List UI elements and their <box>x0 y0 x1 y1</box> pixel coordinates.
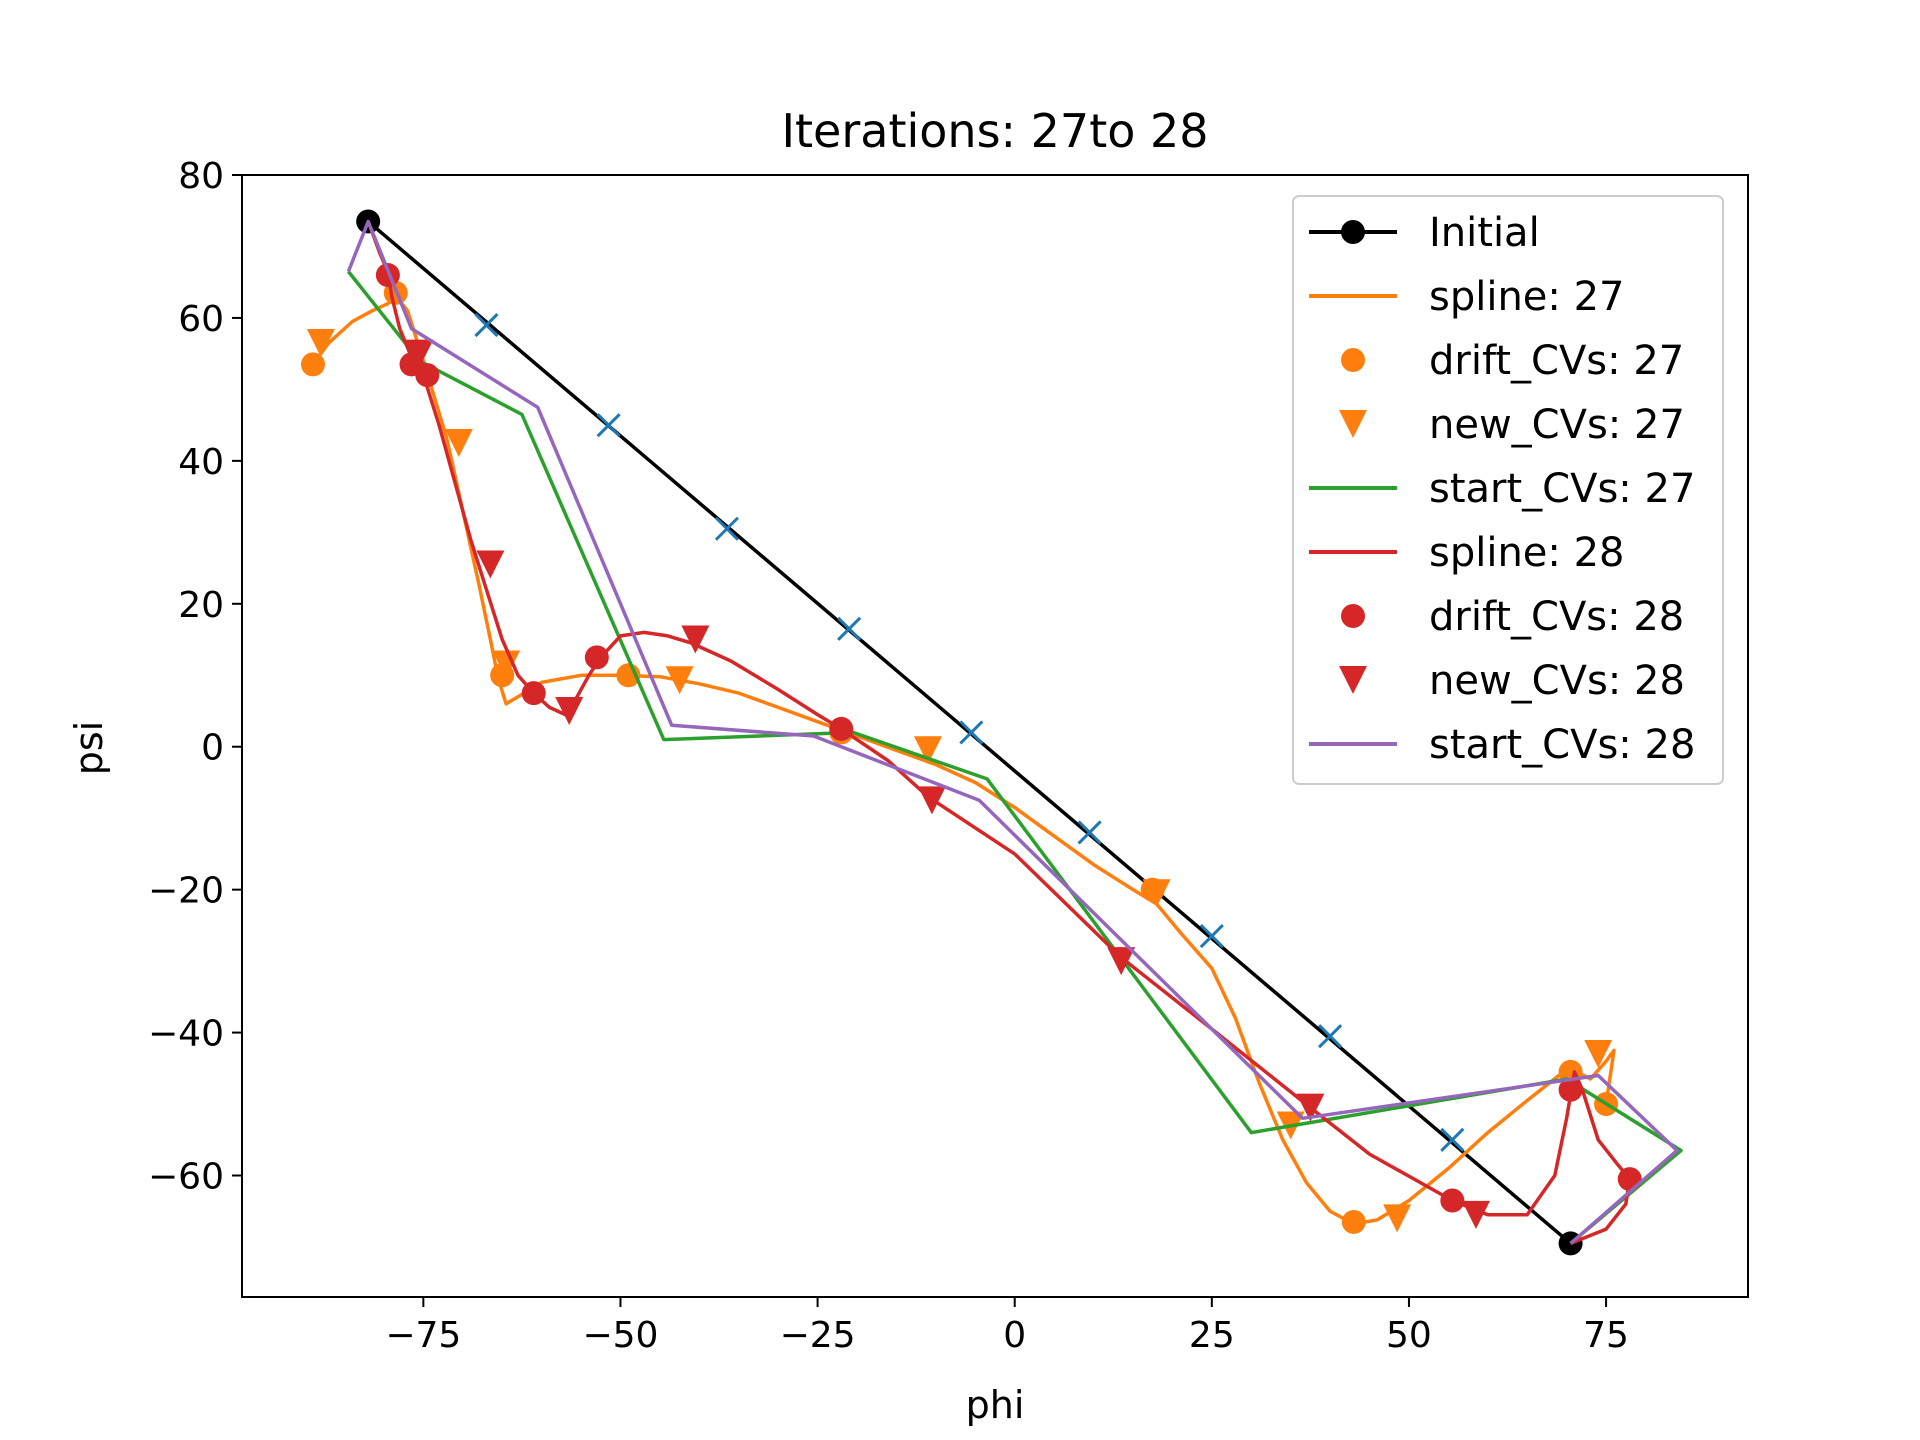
chart-title: Iterations: 27to 28 <box>781 104 1208 158</box>
x-tick-label: −75 <box>385 1315 461 1356</box>
series-new-cvs-27-point <box>1142 879 1171 908</box>
series-new-cvs-27-point <box>1383 1204 1412 1233</box>
series-spline-27-line <box>311 294 1616 1226</box>
legend-start-cvs-27-label: start_CVs: 27 <box>1429 466 1695 512</box>
series-drift-cvs-28-point <box>1558 1077 1583 1102</box>
plot-frame <box>241 174 1749 1298</box>
legend-drift-cvs-28-swatch-marker <box>1341 604 1365 628</box>
series-new-cvs-28-point <box>555 696 584 725</box>
legend-spline-28-label: spline: 28 <box>1429 530 1625 576</box>
series-new-cvs-28-point <box>1107 947 1136 976</box>
series-start-cvs-28 <box>346 219 1679 1245</box>
series-cross-markers-1-point <box>1077 820 1102 845</box>
y-axis-label: psi <box>67 721 111 775</box>
x-tick-label: 25 <box>1189 1315 1235 1356</box>
series-cross-markers-1-point <box>837 616 862 641</box>
series-cross-markers-1-point <box>714 516 739 541</box>
legend-drift-cvs-28-label: drift_CVs: 28 <box>1429 594 1684 640</box>
series-drift-cvs-28-point <box>415 363 440 388</box>
series-cross-markers-1 <box>474 313 1465 1152</box>
series-new-cvs-28-point <box>405 339 434 368</box>
series-drift-cvs-28-point <box>521 681 546 706</box>
x-tick-label: 75 <box>1583 1315 1629 1356</box>
series-new-cvs-27-point <box>306 328 335 357</box>
legend: Initial spline: 27 drift_CVs: 27 new_CVs: 2… <box>1292 195 1724 785</box>
series-new-cvs-27-point <box>492 650 521 679</box>
series-start-cvs-27 <box>347 270 1683 1245</box>
x-axis-label: phi <box>966 1383 1025 1427</box>
legend-spline-27-label: spline: 27 <box>1429 274 1625 320</box>
legend-initial-swatch-marker <box>1341 220 1365 244</box>
series-new-cvs-27-point <box>444 428 473 457</box>
y-tick-label: −20 <box>148 871 224 912</box>
x-axis-ticks: −75 −50 −25 0 25 50 75 <box>385 1297 1629 1356</box>
x-tick-label: 0 <box>1003 1315 1026 1356</box>
series-drift-cvs-27-point <box>300 352 325 377</box>
series-new-cvs-27-point <box>665 666 694 695</box>
series-cross-markers-1-point <box>596 413 621 438</box>
series-start-cvs-28-line <box>346 219 1679 1245</box>
legend-new-cvs-28-label: new_CVs: 28 <box>1429 658 1685 704</box>
x-tick-label: −25 <box>780 1315 856 1356</box>
series-cross-markers-1-point <box>1318 1024 1343 1049</box>
y-tick-label: −60 <box>148 1157 224 1198</box>
y-tick-label: 40 <box>178 442 224 483</box>
series-cross-markers-1-point <box>959 720 984 745</box>
series-start-cvs-27-line <box>347 270 1683 1245</box>
legend-new-cvs-27-label: new_CVs: 27 <box>1429 402 1685 448</box>
y-tick-label: −40 <box>148 1014 224 1055</box>
legend-new-cvs-27-swatch-marker <box>1339 410 1367 438</box>
series-drift-cvs-28-point <box>584 645 609 670</box>
legend-start-cvs-28-label: start_CVs: 28 <box>1429 722 1695 768</box>
series-new-cvs-28-point <box>681 625 710 654</box>
y-axis-ticks: −60 −40 −20 0 20 40 60 80 <box>148 156 242 1198</box>
series-new-cvs-27-point <box>913 736 942 765</box>
series-drift-cvs-28-point <box>829 716 854 741</box>
series-drift-cvs-28 <box>375 263 1642 1213</box>
series-cross-markers-1-point <box>1440 1127 1465 1152</box>
series-cross-markers-1-point <box>1199 924 1224 949</box>
series-new-cvs-28 <box>405 339 1490 1229</box>
series-new-cvs-28-point <box>917 786 946 815</box>
y-tick-label: 0 <box>201 728 224 769</box>
legend-drift-cvs-27-label: drift_CVs: 27 <box>1429 338 1684 384</box>
plot-area <box>241 174 1749 1298</box>
series-drift-cvs-28-point <box>1617 1167 1642 1192</box>
legend-drift-cvs-27-swatch-marker <box>1341 348 1365 372</box>
series-spline-28 <box>366 220 1632 1246</box>
series-cross-markers-1-point <box>474 313 499 338</box>
y-tick-label: 80 <box>178 156 224 197</box>
x-tick-label: 50 <box>1386 1315 1432 1356</box>
y-tick-label: 20 <box>178 585 224 626</box>
series-new-cvs-28-point <box>476 550 505 579</box>
legend-box <box>1292 195 1724 785</box>
series-new-cvs-28-point <box>1461 1200 1490 1229</box>
x-tick-label: −50 <box>582 1315 658 1356</box>
series-drift-cvs-28-point <box>1440 1188 1465 1213</box>
legend-new-cvs-28-swatch-marker <box>1339 666 1367 694</box>
series-drift-cvs-27-point <box>1341 1209 1366 1234</box>
series-spline-27 <box>311 294 1616 1226</box>
series-spline-28-line <box>366 220 1632 1246</box>
series-new-cvs-28-point <box>1296 1093 1325 1122</box>
legend-initial-label: Initial <box>1429 210 1540 256</box>
series-new-cvs-27-point <box>1584 1040 1613 1069</box>
y-tick-label: 60 <box>178 299 224 340</box>
series-layer <box>300 209 1683 1256</box>
